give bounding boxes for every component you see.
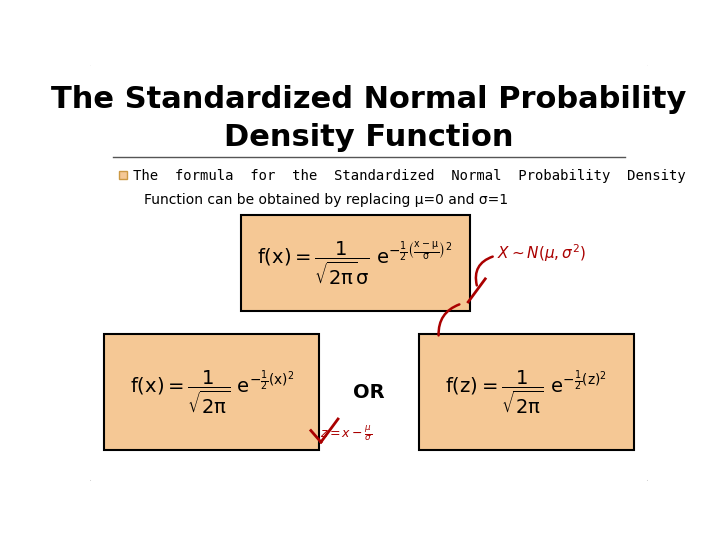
Text: $\mathrm{f(x) = \dfrac{1}{\sqrt{2\pi}\sigma}\ e^{-\frac{1}{2}\left(\frac{x-\mu}{: $\mathrm{f(x) = \dfrac{1}{\sqrt{2\pi}\si… <box>257 240 453 287</box>
Text: Function can be obtained by replacing μ=0 and σ=1: Function can be obtained by replacing μ=… <box>144 193 508 206</box>
Text: $\mathrm{f(x) = \dfrac{1}{\sqrt{2\pi}}\ e^{-\frac{1}{2}(x)^{2}}}$: $\mathrm{f(x) = \dfrac{1}{\sqrt{2\pi}}\ … <box>130 368 294 416</box>
Text: The Standardized Normal Probability: The Standardized Normal Probability <box>51 85 687 114</box>
Text: $X \sim N(\mu, \sigma^2)$: $X \sim N(\mu, \sigma^2)$ <box>497 242 586 264</box>
FancyBboxPatch shape <box>104 334 319 450</box>
FancyBboxPatch shape <box>241 215 469 311</box>
Text: OR: OR <box>354 382 384 402</box>
Text: $\mathrm{f(z) = \dfrac{1}{\sqrt{2\pi}}\ e^{-\frac{1}{2}(z)^{2}}}$: $\mathrm{f(z) = \dfrac{1}{\sqrt{2\pi}}\ … <box>446 368 607 416</box>
Text: $z = x - \frac{\mu}{\sigma}$: $z = x - \frac{\mu}{\sigma}$ <box>320 424 372 444</box>
FancyBboxPatch shape <box>87 62 651 484</box>
Text: The  formula  for  the  Standardized  Normal  Probability  Density: The formula for the Standardized Normal … <box>133 170 686 184</box>
FancyBboxPatch shape <box>120 171 127 179</box>
FancyBboxPatch shape <box>419 334 634 450</box>
Text: Density Function: Density Function <box>224 124 514 152</box>
